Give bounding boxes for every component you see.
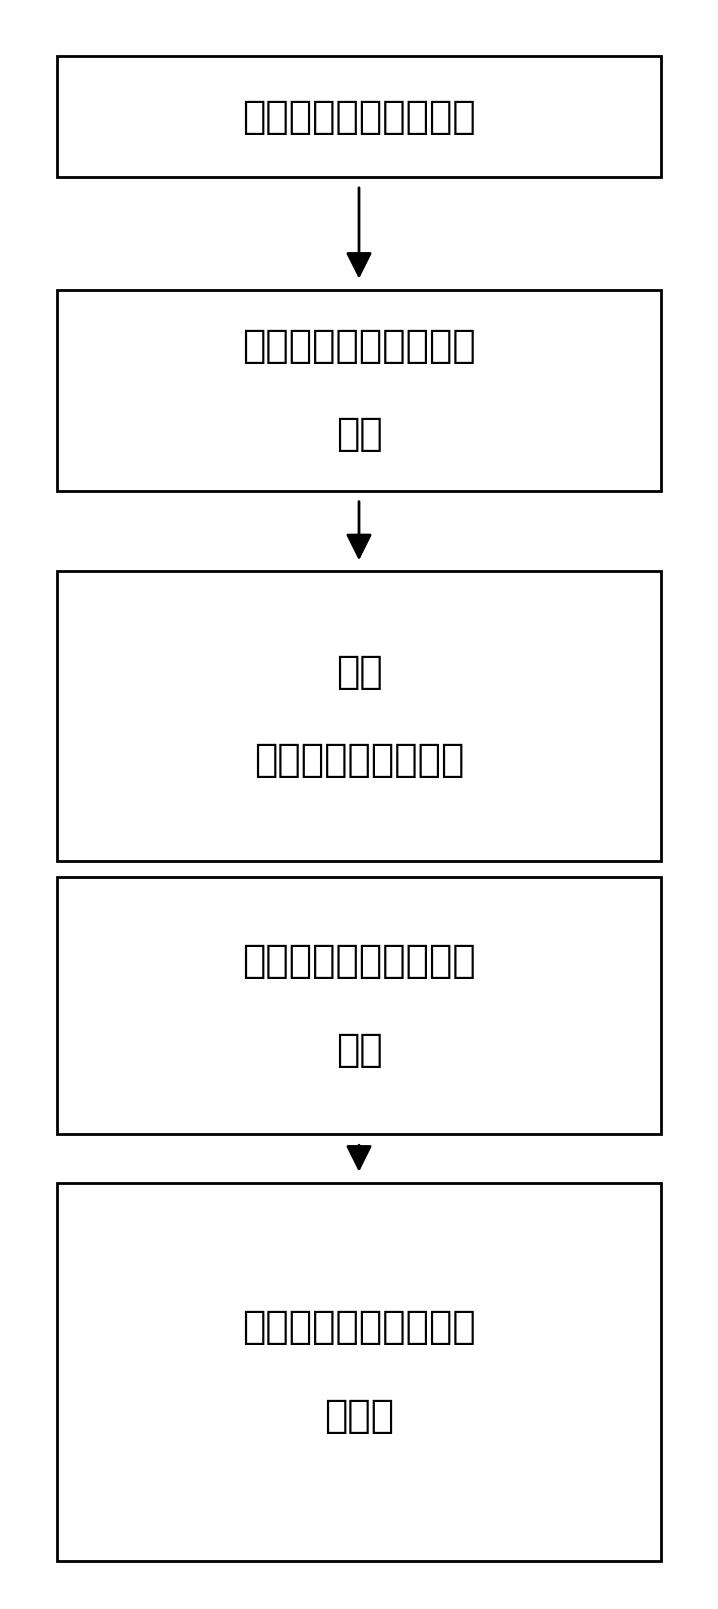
Text: 电缆路径初始有向图: 电缆路径初始有向图 bbox=[253, 742, 465, 779]
Text: 计算节点间最短路径节: 计算节点间最短路径节 bbox=[242, 1308, 476, 1347]
Bar bbox=[57, 290, 661, 491]
Bar bbox=[57, 56, 661, 177]
Text: 设定电缆绑扎节点位置: 设定电缆绑扎节点位置 bbox=[242, 98, 476, 135]
Bar bbox=[57, 571, 661, 861]
Text: 计算电缆路径最短距离: 计算电缆路径最短距离 bbox=[242, 943, 476, 980]
Text: 建立: 建立 bbox=[335, 653, 383, 690]
Text: 设定电缆绑扎节点连通: 设定电缆绑扎节点连通 bbox=[242, 327, 476, 365]
Bar bbox=[57, 877, 661, 1134]
Bar bbox=[57, 1183, 661, 1561]
Text: 关系: 关系 bbox=[335, 415, 383, 454]
Text: 点序列: 点序列 bbox=[324, 1397, 394, 1435]
Text: 矩阵: 矩阵 bbox=[335, 1031, 383, 1068]
